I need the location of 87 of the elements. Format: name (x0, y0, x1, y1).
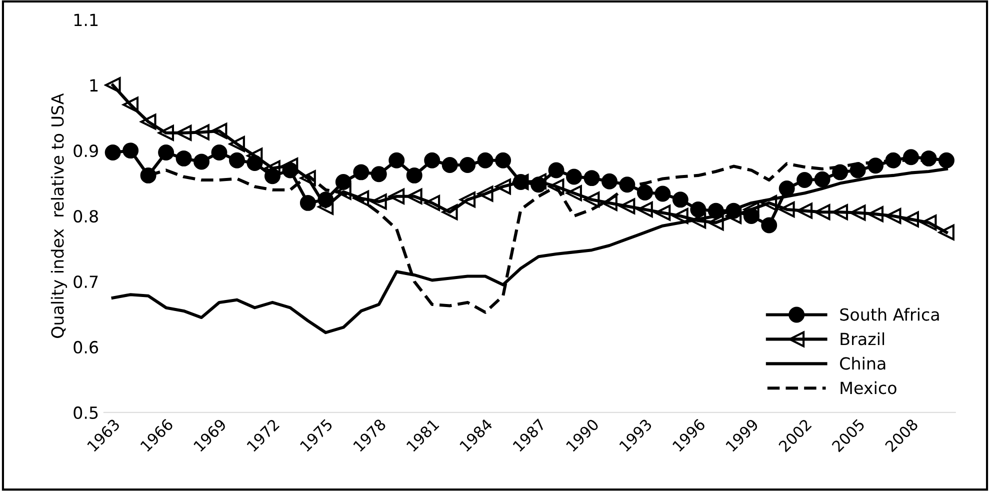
point (211, 144, 228, 161)
point (566, 185, 582, 202)
point (176, 124, 192, 141)
y-axis-title: Quality index relative to USA (50, 93, 68, 338)
point (424, 194, 440, 211)
point (300, 194, 316, 211)
point (211, 122, 228, 139)
point (761, 194, 778, 211)
point (708, 214, 724, 231)
legend-label: South Africa (840, 308, 939, 321)
point (636, 184, 653, 200)
point (850, 204, 866, 221)
point (246, 148, 263, 164)
point (850, 162, 866, 178)
point (228, 136, 245, 152)
point (353, 190, 370, 206)
point (548, 162, 564, 178)
point (194, 154, 210, 170)
y-tick-label: 1 (90, 79, 98, 92)
point (282, 158, 298, 174)
point (140, 114, 156, 130)
point (566, 168, 582, 185)
legend-label: Brazil (840, 332, 884, 346)
point (920, 214, 937, 231)
point (690, 212, 706, 229)
y-tick-label: 0.9 (74, 144, 98, 158)
point (530, 173, 547, 190)
point (654, 204, 671, 221)
point (424, 152, 440, 168)
point (584, 192, 600, 208)
point (672, 192, 688, 208)
point (477, 152, 494, 168)
point (104, 77, 121, 94)
point (743, 202, 760, 218)
point (460, 192, 476, 208)
point (388, 188, 405, 204)
point (672, 208, 688, 224)
point (601, 173, 618, 190)
point (868, 206, 884, 222)
point (495, 178, 512, 195)
point (370, 194, 387, 210)
point (158, 144, 174, 161)
point (796, 202, 813, 219)
point (654, 186, 671, 202)
point (194, 124, 210, 140)
point (938, 224, 954, 240)
y-tick-label: 0.6 (74, 340, 98, 354)
point (690, 202, 706, 218)
point (885, 208, 902, 224)
point (477, 186, 494, 202)
point (228, 152, 245, 168)
y-tick-label: 1.1 (74, 14, 98, 26)
point (158, 124, 174, 141)
point (176, 150, 192, 166)
y-tick-label: 0.7 (74, 275, 98, 288)
legend-label: China (840, 356, 886, 370)
point (601, 194, 618, 211)
point (406, 167, 422, 184)
point (460, 156, 476, 173)
point (442, 156, 458, 173)
point (726, 208, 742, 224)
legend-label: Mexico (840, 381, 896, 394)
point (778, 180, 795, 197)
y-tick-label: 0.8 (74, 210, 98, 223)
point (903, 211, 919, 228)
point (814, 171, 830, 188)
point (442, 204, 458, 220)
point (814, 204, 830, 220)
point (636, 202, 653, 218)
point (495, 152, 512, 168)
point (104, 144, 121, 161)
point (619, 198, 636, 214)
point (353, 164, 370, 180)
point (778, 202, 795, 218)
point (584, 170, 600, 186)
point (548, 178, 564, 195)
point (300, 170, 316, 186)
point (796, 172, 813, 188)
point (122, 96, 139, 113)
point (370, 166, 387, 182)
point (122, 142, 139, 159)
point (832, 204, 848, 220)
point (388, 152, 405, 168)
point (264, 160, 280, 176)
point (761, 217, 778, 234)
y-tick-label: 0.5 (74, 406, 98, 420)
point (406, 188, 422, 204)
